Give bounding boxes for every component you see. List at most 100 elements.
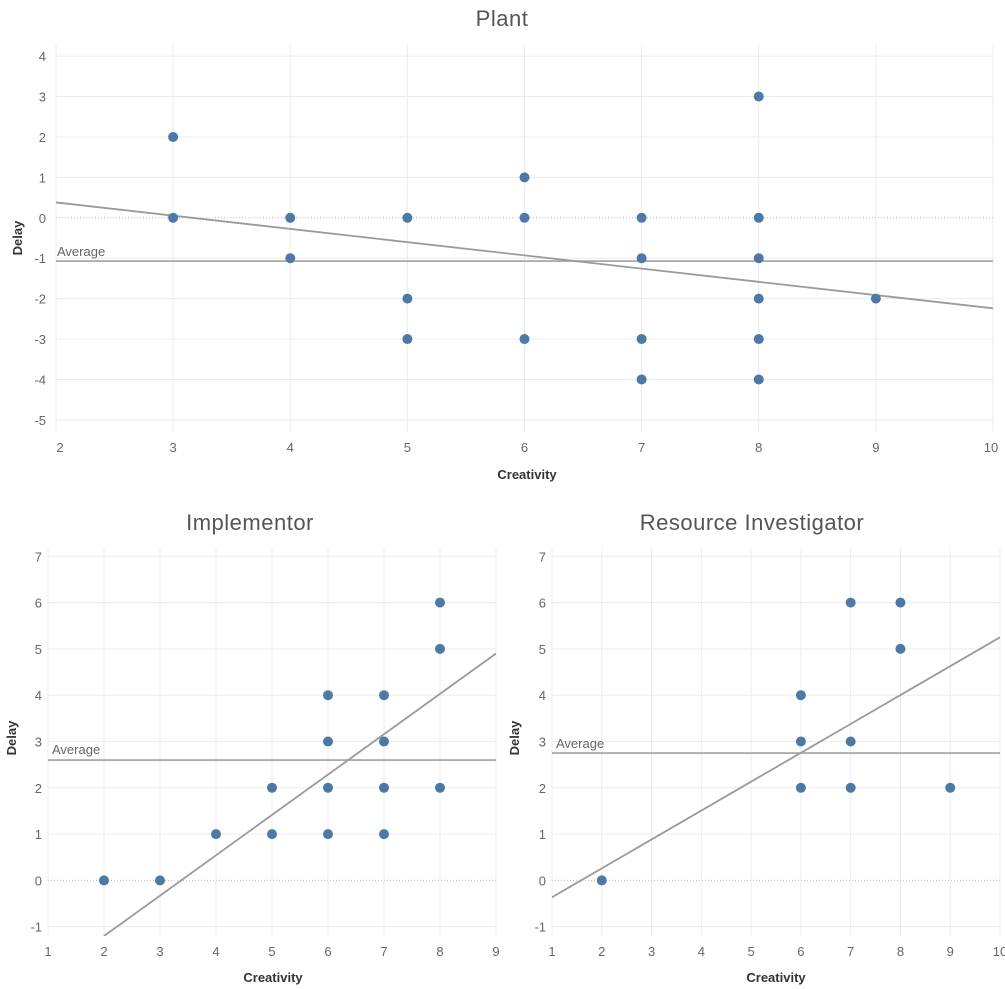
data-point: [379, 736, 389, 747]
data-point: [323, 690, 333, 701]
data-point: [845, 597, 856, 608]
x-axis-label: Creativity: [497, 467, 557, 482]
data-point: [636, 212, 647, 223]
data-point: [753, 334, 764, 345]
y-tick-label: -1: [34, 251, 46, 266]
x-axis-label: Creativity: [243, 970, 303, 985]
data-point: [323, 782, 333, 793]
data-point: [753, 91, 764, 102]
chart-panel-2: 1 2 3 4 5 6 7 8 9 7 6 5 4 3 2 1 0 -1 Average Implementor Cre…: [4, 510, 500, 985]
chart-title: Resource Investigator: [640, 510, 865, 535]
chart-title: Implementor: [186, 510, 314, 535]
data-point: [402, 212, 413, 223]
data-point: [895, 643, 906, 654]
y-tick-label: -3: [34, 332, 46, 347]
x-tick-label: 2: [56, 440, 63, 455]
y-tick-label: -1: [534, 920, 546, 935]
x-tick-label: 5: [404, 440, 411, 455]
average-label: Average: [57, 244, 105, 259]
data-point: [267, 782, 277, 793]
y-tick-label: -1: [30, 920, 42, 935]
x-tick-label: 7: [380, 944, 387, 959]
x-tick-label: 9: [872, 440, 879, 455]
data-point: [379, 690, 389, 701]
x-tick-label: 2: [598, 944, 605, 959]
average-label: Average: [52, 742, 100, 757]
y-tick-label: 0: [39, 211, 46, 226]
y-axis-label: Delay: [4, 720, 19, 755]
x-tick-label: 3: [156, 944, 163, 959]
data-point: [636, 334, 647, 345]
x-tick-label: 7: [847, 944, 854, 959]
x-tick-label: 4: [287, 440, 294, 455]
y-tick-label: 4: [35, 688, 42, 703]
x-tick-label: 4: [698, 944, 705, 959]
data-point: [435, 597, 445, 608]
data-point: [636, 253, 647, 264]
data-point: [795, 690, 806, 701]
y-tick-label: 5: [35, 642, 42, 657]
chart-panel-1: 2 3 4 5 6 7 8 9 1043210-1-2-3-4-5AveragePlantCre…: [10, 6, 998, 482]
x-tick-label: 3: [170, 440, 177, 455]
data-point: [636, 374, 647, 385]
y-tick-label: 1: [539, 827, 546, 842]
y-tick-label: 2: [39, 130, 46, 145]
x-tick-label: 6: [797, 944, 804, 959]
data-point: [379, 782, 389, 793]
trend-line: [552, 636, 1000, 899]
data-point: [379, 829, 389, 840]
data-point: [323, 736, 333, 747]
data-point: [519, 334, 530, 345]
data-point: [795, 736, 806, 747]
data-point: [168, 131, 179, 142]
average-label: Average: [556, 736, 604, 751]
x-tick-label: 5: [268, 944, 275, 959]
x-tick-label: 9: [947, 944, 954, 959]
x-tick-label: 9: [492, 944, 499, 959]
x-tick-label: 3: [648, 944, 655, 959]
data-point: [168, 212, 179, 223]
y-tick-label: 1: [39, 170, 46, 185]
y-tick-label: -5: [34, 413, 46, 428]
data-point: [323, 829, 333, 840]
data-point: [211, 829, 221, 840]
data-point: [435, 782, 445, 793]
data-point: [753, 212, 764, 223]
x-tick-label: 10: [984, 440, 998, 455]
data-point: [795, 782, 806, 793]
data-point: [845, 736, 856, 747]
y-tick-label: 6: [35, 596, 42, 611]
x-tick-label: 6: [521, 440, 528, 455]
y-tick-label: 3: [35, 735, 42, 750]
x-tick-label: 8: [755, 440, 762, 455]
x-tick-label: 10: [993, 944, 1005, 959]
data-point: [402, 293, 413, 304]
y-tick-label: 7: [35, 549, 42, 564]
data-point: [155, 875, 165, 886]
data-point: [870, 293, 881, 304]
x-tick-label: 2: [100, 944, 107, 959]
chart-title: Plant: [476, 6, 529, 31]
data-point: [402, 334, 413, 345]
y-tick-label: 4: [39, 49, 46, 64]
data-point: [267, 829, 277, 840]
x-tick-label: 5: [747, 944, 754, 959]
data-point: [596, 875, 607, 886]
data-point: [945, 782, 956, 793]
y-tick-label: 5: [539, 642, 546, 657]
data-point: [845, 782, 856, 793]
x-tick-label: 1: [44, 944, 51, 959]
data-point: [895, 597, 906, 608]
data-point: [753, 293, 764, 304]
x-tick-label: 7: [638, 440, 645, 455]
y-tick-label: 2: [35, 781, 42, 796]
y-tick-label: 6: [539, 596, 546, 611]
y-tick-label: 1: [35, 827, 42, 842]
x-tick-label: 1: [548, 944, 555, 959]
y-tick-label: 0: [35, 873, 42, 888]
x-tick-label: 6: [324, 944, 331, 959]
y-tick-label: 3: [539, 735, 546, 750]
y-axis-label: Delay: [10, 220, 25, 255]
trend-line: [56, 201, 993, 310]
